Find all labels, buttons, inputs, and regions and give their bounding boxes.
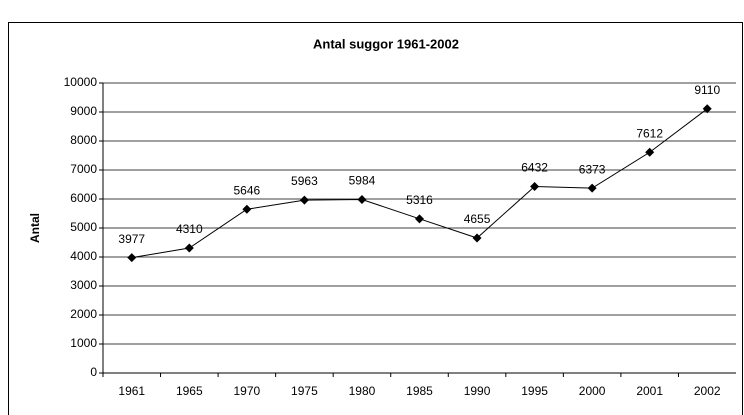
y-tick-label: 6000 [70, 191, 97, 205]
marker [415, 214, 424, 224]
x-tick-label: 1990 [464, 384, 491, 398]
data-label: 5646 [234, 183, 261, 197]
y-tick-label: 9000 [70, 104, 97, 118]
x-tick-label: 1961 [118, 384, 145, 398]
x-tick-label: 1975 [291, 384, 318, 398]
marker [702, 104, 712, 114]
y-tick-label: 8000 [70, 133, 97, 147]
y-tick-label: 2000 [70, 307, 97, 321]
marker [357, 194, 367, 204]
y-tick-label: 4000 [70, 249, 97, 263]
x-tick-label: 1995 [521, 384, 548, 398]
y-tick-label: 5000 [70, 220, 97, 234]
y-tick-label: 1000 [70, 336, 97, 350]
data-label: 7612 [636, 126, 663, 140]
x-tick-label: 1985 [406, 384, 433, 398]
marker [587, 183, 597, 193]
y-tick-label: 3000 [70, 278, 97, 292]
data-label: 9110 [694, 83, 720, 97]
data-label: 4655 [464, 212, 491, 226]
marker [242, 204, 252, 214]
x-tick-label: 2001 [636, 384, 663, 398]
y-tick-label: 10000 [64, 75, 98, 89]
data-label: 5984 [349, 174, 376, 188]
x-tick-label: 1980 [349, 384, 376, 398]
data-label: 6432 [521, 161, 548, 175]
marker [645, 147, 655, 157]
marker [299, 195, 309, 205]
x-tick-label: 2000 [579, 384, 606, 398]
x-tick-label: 1970 [234, 384, 261, 398]
data-label: 3977 [118, 232, 145, 246]
marker [530, 181, 540, 191]
chart-frame [8, 22, 743, 415]
x-tick-label: 1965 [176, 384, 203, 398]
marker [184, 243, 194, 253]
y-axis-label: Antal [28, 213, 42, 243]
data-label: 6373 [579, 162, 606, 176]
y-tick-label: 0 [90, 365, 97, 379]
data-label: 4310 [176, 222, 203, 236]
marker [472, 233, 482, 243]
y-tick-label: 7000 [70, 162, 97, 176]
data-label: 5963 [291, 174, 318, 188]
chart-title: Antal suggor 1961-2002 [313, 36, 459, 51]
marker [127, 253, 137, 263]
data-label: 5316 [406, 193, 433, 207]
x-tick-label: 2002 [694, 384, 721, 398]
